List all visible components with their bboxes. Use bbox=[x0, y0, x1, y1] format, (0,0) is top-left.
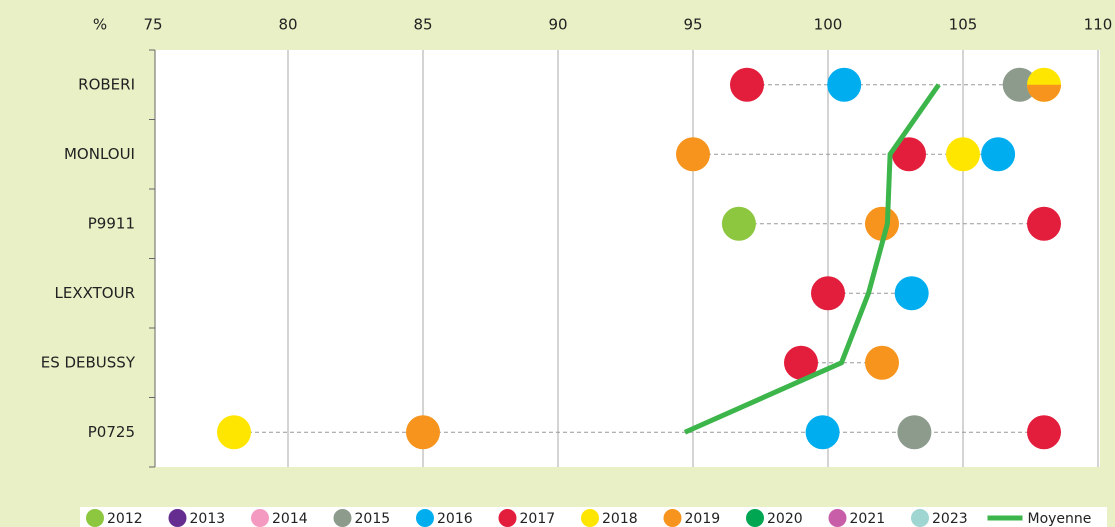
axis-label: % bbox=[93, 16, 107, 34]
y-tick-label: ROBERI bbox=[78, 75, 135, 93]
legend-swatch bbox=[86, 509, 104, 527]
y-tick-label: P0725 bbox=[88, 423, 135, 441]
dot bbox=[1002, 67, 1037, 102]
dot bbox=[892, 137, 926, 172]
dot bbox=[827, 67, 862, 102]
legend-swatch bbox=[333, 509, 352, 527]
dot bbox=[217, 415, 251, 450]
dot bbox=[865, 345, 899, 380]
legend-label: 2014 bbox=[272, 511, 308, 527]
plot-area bbox=[155, 50, 1100, 467]
legend-label: 2012 bbox=[107, 511, 143, 527]
dot bbox=[811, 276, 845, 311]
legend-label: 2018 bbox=[602, 511, 638, 527]
x-tick-label: 95 bbox=[683, 16, 702, 34]
legend-swatch bbox=[746, 509, 764, 527]
dot-half bbox=[1027, 84, 1061, 102]
dot bbox=[897, 415, 932, 450]
x-tick-label: 75 bbox=[143, 16, 162, 34]
legend-label: 2016 bbox=[437, 511, 473, 527]
dot bbox=[946, 137, 980, 172]
dot bbox=[805, 415, 840, 450]
legend-swatch bbox=[911, 509, 929, 527]
legend-swatch bbox=[828, 509, 847, 527]
y-tick-label: LEXXTOUR bbox=[55, 284, 136, 302]
legend-label: 2021 bbox=[850, 511, 886, 527]
legend-label: 2023 bbox=[932, 511, 968, 527]
dot bbox=[894, 276, 929, 311]
legend-label: 2017 bbox=[520, 511, 556, 527]
y-tick-label: P9911 bbox=[88, 214, 135, 232]
x-tick-label: 100 bbox=[814, 16, 843, 34]
x-tick-label: 90 bbox=[548, 16, 567, 34]
mean-line bbox=[683, 83, 941, 435]
legend-swatch bbox=[416, 509, 434, 527]
legend-swatch bbox=[581, 509, 599, 527]
legend-label: 2020 bbox=[767, 511, 803, 527]
x-tick-label: 80 bbox=[278, 16, 297, 34]
legend-label: 2013 bbox=[190, 511, 226, 527]
legend-label: 2019 bbox=[685, 511, 721, 527]
legend-swatch bbox=[663, 509, 682, 527]
x-tick-label: 105 bbox=[949, 16, 978, 34]
dot bbox=[784, 345, 818, 380]
dot bbox=[676, 137, 710, 172]
dot bbox=[1027, 415, 1061, 450]
dot bbox=[865, 206, 899, 241]
legend-label: Moyenne bbox=[1028, 511, 1092, 527]
x-tick-label: 110 bbox=[1084, 16, 1113, 34]
x-tick-label: 85 bbox=[413, 16, 432, 34]
legend-swatch bbox=[498, 509, 517, 527]
y-tick-label: ES DEBUSSY bbox=[41, 353, 136, 371]
legend-label: 2015 bbox=[355, 511, 391, 527]
legend-swatch bbox=[251, 509, 269, 527]
dot bbox=[406, 415, 440, 450]
dot bbox=[721, 206, 756, 241]
legend-swatch bbox=[168, 509, 187, 527]
legend: 2012 2013 2014 2015 2016 2017 2018 2019 2020 2021… bbox=[86, 509, 1091, 527]
dot bbox=[1027, 206, 1061, 241]
dot bbox=[981, 137, 1016, 172]
y-tick-label: MONLOUI bbox=[64, 145, 135, 163]
dot bbox=[730, 67, 764, 102]
